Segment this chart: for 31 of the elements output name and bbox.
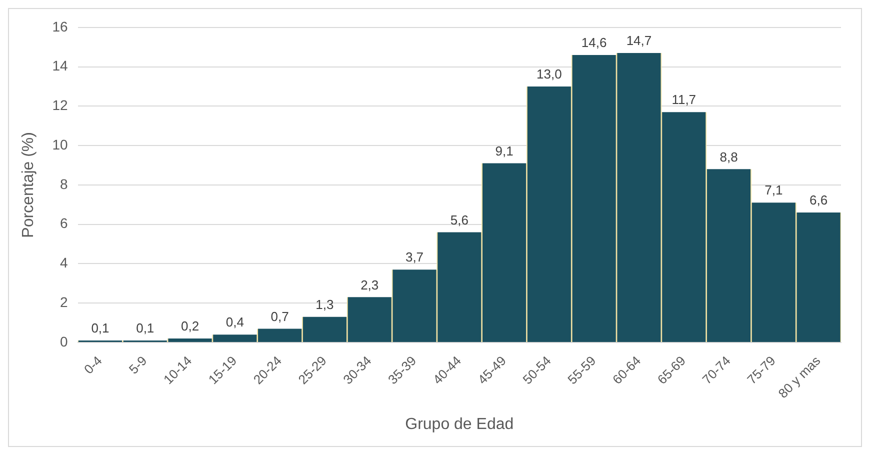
x-axis-title: Grupo de Edad [405,416,514,433]
y-tick-label: 14 [52,58,68,74]
data-label: 0,1 [136,320,154,336]
data-label: 3,7 [405,250,424,265]
data-label: 7,1 [764,182,783,198]
y-tick-label: 6 [60,215,68,232]
data-label: 0,4 [226,314,244,330]
data-label: 0,2 [180,318,200,334]
data-label: 11,7 [672,92,696,108]
y-tick-label: 8 [60,176,68,192]
data-label: 6,6 [810,192,828,208]
data-label: 0,1 [91,320,110,336]
data-label: 9,1 [495,143,514,158]
data-label: 13,0 [536,66,562,82]
y-tick-label: 16 [52,18,68,34]
x-tick-label: 5-9 [126,353,150,377]
x-tick-label: 0-4 [80,353,105,377]
data-label: 14,6 [581,35,607,50]
data-label: 2,3 [360,277,379,292]
data-label: 14,7 [626,33,652,48]
data-label: 0,7 [270,308,289,324]
data-label: 1,3 [316,296,334,312]
y-tick-label: 12 [52,97,68,114]
y-tick-label: 10 [52,136,68,152]
y-tick-label: 4 [60,254,68,271]
y-tick-label: 2 [60,294,68,310]
y-axis-title: Porcentaje (%) [20,132,38,238]
x-tick-label: 80 y mas [775,352,824,401]
y-tick-label: 0 [60,333,68,350]
data-label: 8,8 [720,149,738,164]
data-label: 5,6 [450,212,468,228]
